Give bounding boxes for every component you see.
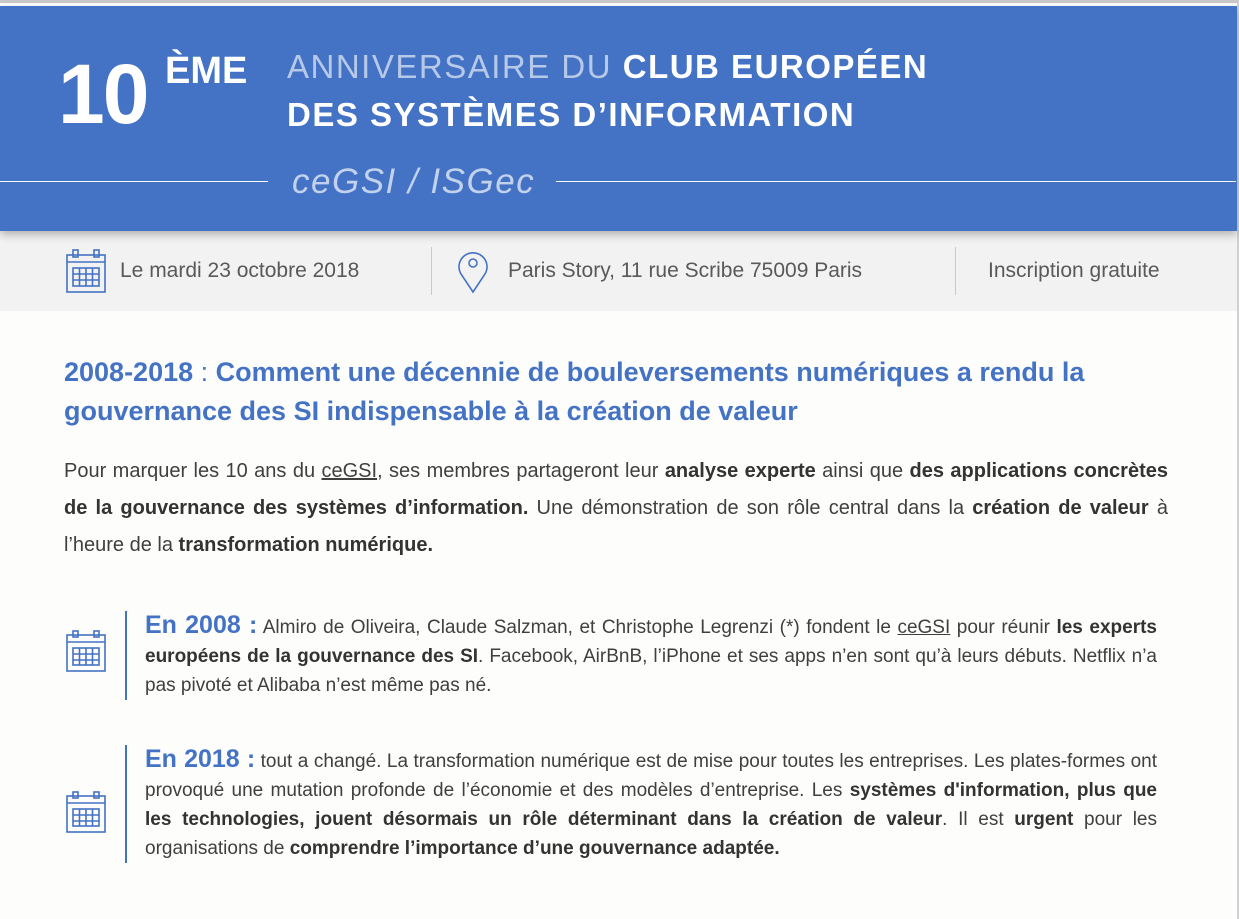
calendar-icon [66,630,106,672]
date-text: Le mardi 23 octobre 2018 [120,259,360,282]
timeline-text: Almiro de Oliveira, Claude Salzman, et C… [145,617,1157,696]
bold-text: systèmes d'information, plus que les tec… [145,780,1157,830]
bold-text: création de valeur [972,497,1149,519]
organization-name: ceGSI / ISGec [292,162,536,201]
header-line1-bold: CLUB EUROPÉEN [622,48,929,85]
text-segment: Almiro de Oliveira, Claude Salzman, et C… [257,617,898,638]
bold-text: comprendre l’importance d’une gouvernanc… [289,838,780,859]
text-segment: . Facebook, AirBnB, l’iPhone et ses apps… [145,646,1157,696]
calendar-icon [66,791,106,833]
intro-paragraph: Pour marquer les 10 ans du ceGSI, ses me… [64,453,1168,564]
bold-text: les experts européens de la gouvernance … [145,617,1157,667]
divider [955,247,956,295]
link-text: ceGSI [321,460,378,482]
header-line2: DES SYSTÈMES D’INFORMATION [287,96,856,133]
timeline-item-2018: En 2018 : tout a changé. La transformati… [125,745,1157,863]
bold-text: analyse experte [664,460,816,482]
event-date: Le mardi 23 octobre 2018 [66,231,359,311]
text-segment: , ses membres partageront leur [377,460,665,482]
text-segment: tout a changé. La transformation numériq… [145,751,1158,801]
registration-info: Inscription gratuite [988,231,1160,311]
page-title: 2008-2018 : Comment une décennie de boul… [64,353,1184,431]
title-text: Comment une décennie de bouleversements … [64,357,1085,426]
divider [431,247,432,295]
anniversary-number: 10 [58,47,149,141]
location-text: Paris Story, 11 rue Scribe 75009 Paris [508,259,863,282]
title-years: 2008-2018 [64,357,194,387]
anniversary-suffix: ÈME [165,50,248,92]
registration-text: Inscription gratuite [988,259,1160,282]
link-text: ceGSI [897,617,951,638]
header-line1-light: ANNIVERSAIRE DU [287,48,623,85]
divider [0,181,268,182]
timeline-year: En 2008 : [145,611,258,639]
bold-text: des applications concrètes de la gouvern… [64,460,1168,519]
text-segment: pour réunir [950,617,1057,638]
timeline-item-2008: En 2008 : Almiro de Oliveira, Claude Sal… [125,611,1157,700]
header-line1: ANNIVERSAIRE DU CLUB EUROPÉEN [287,48,928,86]
text-segment: à l’heure de la [64,497,1168,556]
header-banner: 10 ÈME ANNIVERSAIRE DU CLUB EUROPÉEN DES… [0,6,1237,231]
bold-text: urgent [1014,809,1074,830]
text-segment: . Il est [942,809,1015,830]
divider [556,181,1236,182]
text-segment: ainsi que [815,460,910,482]
text-segment: Pour marquer les 10 ans du [64,460,322,482]
title-colon: : [193,357,216,387]
timeline-year: En 2018 : [145,745,256,773]
info-band: Le mardi 23 octobre 2018 Paris Story, 11… [0,231,1237,311]
bold-text: transformation numérique. [178,534,434,556]
calendar-icon [66,249,106,293]
text-segment: Une démonstration de son rôle central da… [528,497,973,519]
text-segment: pour les organisations de [145,809,1158,859]
timeline-text: tout a changé. La transformation numériq… [145,751,1157,859]
event-location: Paris Story, 11 rue Scribe 75009 Paris [456,231,862,311]
map-pin-icon [458,252,488,294]
